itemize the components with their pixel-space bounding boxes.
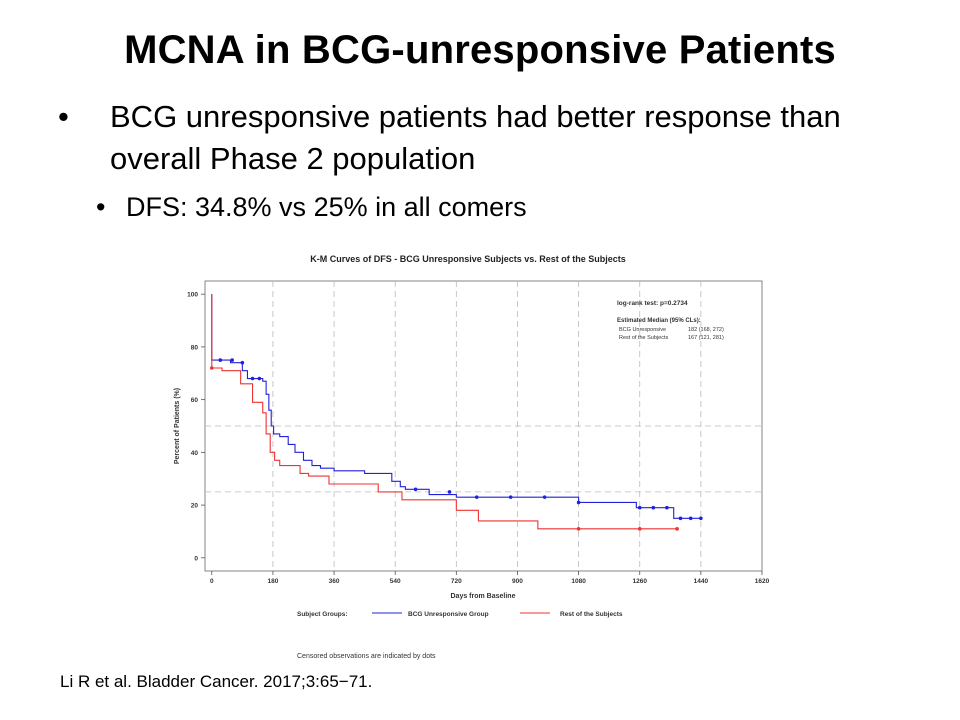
censor-dot (447, 490, 452, 494)
series-layer (209, 294, 703, 531)
series-line-1 (211, 294, 678, 530)
censor-dot (542, 495, 547, 499)
x-tick-label: 360 (329, 578, 340, 585)
x-tick-label: 180 (267, 578, 278, 585)
bullet-text: DFS: 34.8% vs 25% in all comers (126, 192, 527, 222)
censor-dot (699, 516, 703, 521)
median-row-value: 167 (121, 281) (688, 335, 724, 341)
x-tick-label: 1620 (755, 578, 770, 585)
citation: Li R et al. Bladder Cancer. 2017;3:65−71… (60, 672, 373, 691)
y-tick-label: 100 (187, 292, 198, 299)
censor-dot (474, 495, 479, 499)
slide-title: MCNA in BCG-unresponsive Patients (124, 28, 836, 72)
legend-label-rest: Rest of the Subjects (560, 611, 623, 618)
x-tick-label: 900 (512, 578, 523, 585)
censor-dot (665, 505, 669, 510)
censor-dot (637, 505, 642, 510)
y-tick-label: 80 (191, 344, 199, 351)
censor-dot (637, 527, 642, 531)
x-tick-label: 540 (390, 578, 401, 585)
censor-dot (257, 376, 262, 381)
legend: Subject Groups: BCG Unresponsive Group R… (297, 611, 623, 618)
x-tick-label: 720 (451, 578, 462, 585)
y-tick-label: 0 (194, 555, 198, 562)
censor-dot (675, 527, 679, 531)
chart-footnote: Censored observations are indicated by d… (297, 653, 436, 660)
censor-dot (576, 527, 581, 531)
x-tick-label: 1440 (694, 578, 709, 585)
legend-label-bcg: BCG Unresponsive Group (408, 611, 489, 618)
median-row-group: BCG Unresponsive (619, 327, 666, 333)
x-tick-label: 0 (210, 578, 214, 585)
censor-dot (651, 505, 656, 510)
y-axis-label: Percent of Patients (%) (174, 388, 181, 464)
bullet-dot: • (58, 99, 69, 134)
censor-dot (413, 487, 418, 492)
bullet-text: BCG unresponsive patients had better res… (110, 99, 841, 176)
censor-dot (688, 516, 693, 521)
censor-dot (240, 360, 245, 365)
series-line-0 (211, 294, 701, 519)
x-axis-label: Days from Baseline (451, 593, 516, 600)
median-row-value: 182 (168, 272) (688, 327, 724, 333)
bullet-level-2: • DFS: 34.8% vs 25% in all comers (96, 190, 527, 224)
km-chart: K-M Curves of DFS - BCG Unresponsive Sub… (174, 254, 770, 660)
censor-dot (230, 358, 234, 362)
bullet-dot: • (96, 192, 106, 222)
chart-title: K-M Curves of DFS - BCG Unresponsive Sub… (310, 254, 626, 264)
y-tick-label: 60 (191, 397, 199, 404)
censor-dot (250, 376, 255, 381)
annotation-box: log-rank test: p=0.2734 Estimated Median… (617, 300, 724, 341)
censor-dot (678, 516, 683, 521)
median-row-group: Rest of the Subjects (619, 335, 668, 341)
censor-dot (209, 366, 214, 370)
x-tick-label: 1260 (632, 578, 647, 585)
censor-dot (218, 358, 223, 362)
axes: 0 180 360 540 720 900 1080 1260 1440 1620 0 20 40 60 8… (187, 292, 769, 585)
censor-dot (508, 495, 513, 499)
grid-lines (205, 281, 762, 571)
y-tick-label: 40 (191, 450, 199, 457)
median-header: Estimated Median (95% CLs): (617, 318, 701, 324)
legend-title: Subject Groups: (297, 611, 348, 618)
logrank-annotation: log-rank test: p=0.2734 (617, 300, 688, 307)
y-tick-label: 20 (191, 503, 199, 510)
x-tick-label: 1080 (571, 578, 586, 585)
censor-dot (576, 500, 581, 505)
